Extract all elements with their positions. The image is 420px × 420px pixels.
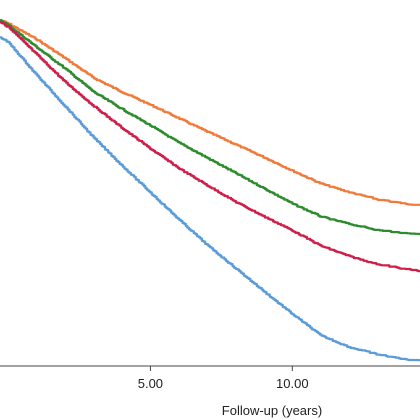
- x-tick-label: 10.00: [276, 376, 309, 391]
- series-line-2: [0, 19, 420, 236]
- series-line-3: [0, 21, 420, 273]
- x-axis-label: Follow-up (years): [222, 403, 322, 418]
- series-line-1: [0, 19, 420, 206]
- series-lines: [0, 19, 420, 362]
- series-line-4: [0, 36, 420, 362]
- x-tick-label: 5.00: [138, 376, 163, 391]
- x-axis-ticks: 5.00 10.00: [138, 366, 309, 391]
